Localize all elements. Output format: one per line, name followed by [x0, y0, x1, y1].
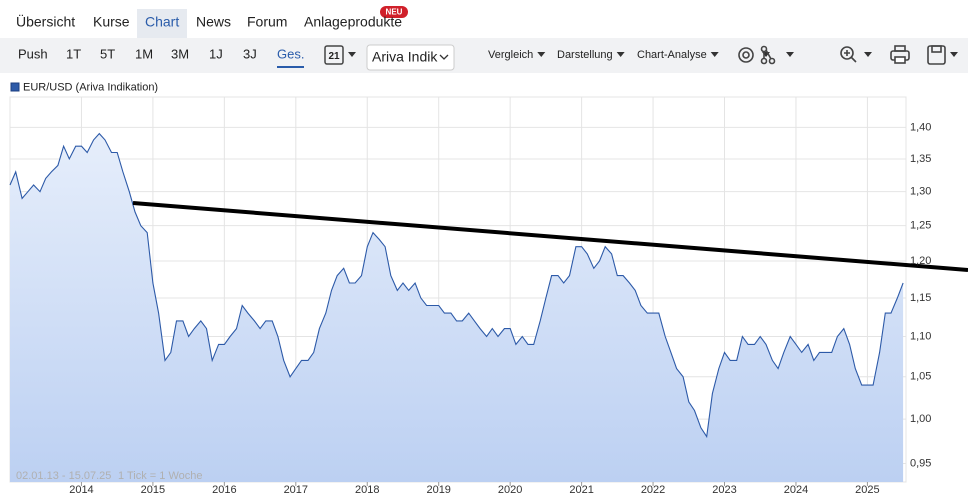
toolbar-menu[interactable]: Darstellung [557, 49, 613, 61]
nav-tab[interactable]: Forum [247, 14, 287, 30]
calendar-day: 21 [328, 51, 340, 62]
range-button[interactable]: 1T [66, 46, 81, 61]
y-tick-label: 1,30 [910, 186, 931, 198]
menu-caret [537, 52, 546, 57]
y-tick-label: 1,00 [910, 413, 931, 425]
range-button[interactable]: 1M [135, 46, 153, 61]
source-select[interactable] [366, 44, 455, 71]
price-line [9, 132, 904, 439]
legend-label[interactable]: EUR/USD (Ariva Indikation) [23, 81, 158, 93]
range-button[interactable]: Push [18, 46, 48, 61]
nav-tab[interactable]: Übersicht [16, 13, 75, 30]
select-chevron [439, 54, 449, 60]
nav-tab[interactable]: News [196, 14, 231, 30]
toolbar-icons[interactable] [738, 45, 958, 65]
range-button[interactable]: 3M [171, 46, 189, 61]
x-tick-label: 2019 [426, 484, 450, 496]
x-tick-label: 2015 [141, 484, 165, 496]
menu-caret [710, 52, 719, 57]
range-button[interactable]: 5T [100, 46, 115, 61]
x-tick-label: 2025 [855, 484, 879, 496]
range-button[interactable]: 3J [243, 46, 257, 61]
nav-tab[interactable]: Chart [145, 14, 179, 30]
y-tick-label: 1,20 [910, 255, 931, 267]
y-tick-label: 1,35 [910, 153, 931, 165]
active-tab-bg [137, 9, 187, 38]
x-tick-label: 2014 [69, 484, 93, 496]
y-tick-label: 1,15 [910, 292, 931, 304]
toolbar-menu[interactable]: Vergleich [488, 49, 533, 61]
x-tick-label: 2020 [498, 484, 522, 496]
x-tick-label: 2023 [712, 484, 736, 496]
badge: NEU [386, 8, 403, 17]
source-select-text: Ariva Indik [372, 49, 438, 65]
x-tick-label: 2024 [784, 484, 808, 496]
nav-tab[interactable]: Anlageprodukte [304, 14, 402, 30]
footer-note: 1 Tick = 1 Woche [118, 470, 202, 482]
y-tick-label: 1,10 [910, 330, 931, 342]
area-fill [10, 133, 904, 482]
y-tick-label: 0,95 [910, 457, 931, 469]
legend-swatch [10, 82, 20, 92]
y-tick-label: 1,40 [910, 121, 931, 133]
toolbar-menu[interactable]: Chart-Analyse [637, 49, 707, 61]
y-tick-label: 1,05 [910, 371, 931, 383]
nav-tab[interactable]: Kurse [93, 14, 130, 30]
x-tick-label: 2018 [355, 484, 379, 496]
x-tick-label: 2016 [212, 484, 236, 496]
calendar-icon[interactable]: 21 [324, 45, 356, 65]
trend-line [132, 201, 968, 272]
toolbar-bg [0, 38, 968, 73]
range-button[interactable]: 1J [209, 46, 223, 61]
x-tick-label: 2017 [284, 484, 308, 496]
x-tick-label: 2022 [641, 484, 665, 496]
badge-bg [380, 6, 408, 18]
menu-caret [616, 52, 625, 57]
x-tick-label: 2021 [569, 484, 593, 496]
range-button[interactable]: Ges. [277, 46, 304, 61]
plot [9, 96, 907, 483]
footer-range: 02.01.13 - 15.07.25 [16, 470, 111, 482]
y-tick-label: 1,25 [910, 220, 931, 232]
